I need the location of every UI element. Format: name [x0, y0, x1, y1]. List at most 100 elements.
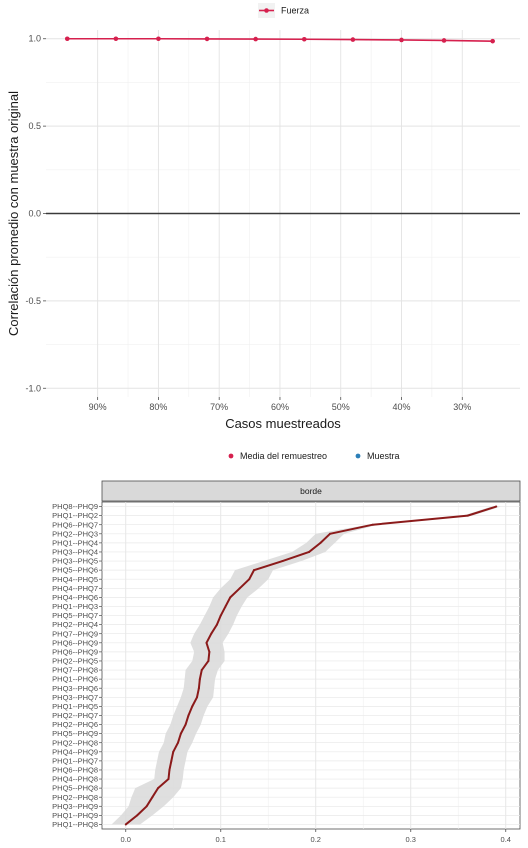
top-y-axis-ticks: 1.0 0.5 0.0 -0.5 -1.0	[25, 34, 46, 393]
resample-mean-point	[319, 541, 322, 544]
resample-mean-point	[172, 750, 175, 753]
resample-mean-point	[168, 768, 171, 771]
series-point-fuerza	[204, 36, 210, 42]
series-point-fuerza	[113, 36, 119, 42]
y-tick-label: PHQ6--PHQ9	[52, 638, 98, 647]
bottom-legend: Media del remuestreo Muestra	[228, 451, 400, 461]
series-point-fuerza	[350, 37, 356, 42]
x-tick-label: 0.1	[216, 835, 226, 844]
resample-mean-point	[219, 614, 222, 617]
resample-mean-point	[329, 532, 331, 535]
legend-label-muestra: Muestra	[367, 451, 400, 461]
top-gridlines	[46, 30, 520, 397]
resample-mean-point	[196, 696, 198, 699]
y-tick-label: PHQ3--PHQ6	[52, 684, 98, 693]
resample-mean-point	[205, 641, 208, 644]
resample-mean-point	[179, 732, 182, 735]
resample-mean-point	[200, 669, 203, 672]
top-y-axis-title: Correlación promedio con muestra origina…	[6, 91, 21, 336]
top-legend: Fuerza	[258, 3, 309, 18]
series-point-fuerza	[399, 37, 404, 43]
resample-mean-point	[177, 741, 179, 744]
resample-mean-point	[229, 596, 232, 599]
y-tick-label: PHQ6--PHQ9	[52, 647, 98, 656]
y-tick-label: PHQ4--PHQ5	[52, 575, 98, 584]
y-tick-label: PHQ1--PHQ7	[52, 756, 98, 765]
y-tick-label: PHQ4--PHQ7	[52, 584, 98, 593]
y-tick-label: PHQ3--PHQ9	[52, 802, 98, 811]
resample-mean-point	[167, 778, 170, 781]
legend-label-media-del-remuestreo: Media del remuestreo	[240, 451, 327, 461]
y-tick-label: PHQ3--PHQ4	[52, 548, 98, 557]
y-tick-label: PHQ1--PHQ5	[52, 702, 98, 711]
y-tick-label: PHQ4--PHQ8	[52, 775, 98, 784]
resample-mean-point	[281, 560, 284, 563]
x-tick-label: 0.0	[121, 835, 131, 844]
resample-mean-point	[187, 714, 190, 717]
resample-mean-point	[157, 787, 160, 790]
x-tick-label: 0.2	[311, 835, 321, 844]
x-tick-label: 70%	[210, 402, 228, 412]
y-tick-label: 0.0	[28, 209, 41, 219]
x-tick-label: 0.4	[501, 835, 511, 844]
resample-mean-point	[208, 650, 211, 653]
x-tick-label: 90%	[89, 402, 107, 412]
y-tick-label: PHQ4--PHQ9	[52, 747, 98, 756]
y-tick-label: PHQ7--PHQ8	[52, 666, 98, 675]
series-point-fuerza	[64, 36, 70, 42]
y-tick-label: PHQ1--PHQ9	[52, 811, 98, 820]
resample-mean-point	[248, 578, 251, 581]
facet-strip-label: borde	[300, 486, 322, 496]
bottom-chart: Media del remuestreo Muestra borde PHQ8--…	[52, 451, 521, 844]
y-tick-label: PHQ2--PHQ6	[52, 720, 98, 729]
x-tick-label: 30%	[453, 402, 471, 412]
legend-key-media-del-remuestreo	[228, 453, 234, 459]
series-point-fuerza	[490, 38, 495, 44]
y-tick-label: 1.0	[28, 34, 41, 44]
resample-mean-line	[125, 505, 497, 826]
y-tick-label: PHQ6--PHQ7	[52, 520, 98, 529]
resample-mean-point	[198, 678, 201, 681]
y-tick-label: PHQ5--PHQ7	[52, 611, 98, 620]
resample-mean-point	[495, 505, 498, 508]
resample-mean-point	[210, 632, 213, 635]
y-tick-label: PHQ1--PHQ6	[52, 675, 98, 684]
resample-mean-point	[136, 814, 139, 817]
y-tick-label: PHQ2--PHQ4	[52, 620, 98, 629]
y-tick-label: PHQ3--PHQ7	[52, 693, 98, 702]
y-tick-label: PHQ1--PHQ2	[52, 511, 98, 520]
y-tick-label: PHQ1--PHQ4	[52, 538, 98, 547]
facet-strip	[101, 480, 521, 502]
top-series	[64, 36, 495, 44]
bottom-confidence-band	[111, 506, 501, 825]
legend-key-muestra	[355, 453, 361, 459]
legend-label-fuerza: Fuerza	[281, 6, 309, 16]
top-x-axis-ticks: 90% 80% 70% 60% 50% 40% 30%	[89, 397, 471, 412]
y-tick-label: 0.5	[28, 121, 41, 131]
series-line-fuerza	[67, 37, 493, 42]
y-tick-label: PHQ2--PHQ8	[52, 793, 98, 802]
y-tick-label: PHQ5--PHQ6	[52, 566, 98, 575]
series-point-fuerza	[253, 36, 258, 42]
y-tick-label: PHQ5--PHQ8	[52, 784, 98, 793]
y-tick-label: PHQ6--PHQ8	[52, 766, 98, 775]
resample-mean-point	[466, 514, 469, 517]
y-tick-label: PHQ1--PHQ3	[52, 602, 98, 611]
bottom-gridlines	[102, 502, 520, 829]
y-tick-label: PHQ5--PHQ9	[52, 729, 98, 738]
resample-mean-point	[184, 723, 187, 726]
series-point-fuerza	[441, 38, 447, 43]
y-tick-label: PHQ2--PHQ7	[52, 711, 98, 720]
x-tick-label: 60%	[271, 402, 289, 412]
x-tick-label: 0.3	[406, 835, 416, 844]
resample-mean-point	[238, 587, 241, 590]
resample-band	[111, 506, 501, 825]
top-x-axis-title: Casos muestreados	[225, 416, 341, 431]
resample-mean-point	[191, 705, 194, 708]
resample-mean-point	[253, 569, 255, 572]
x-tick-label: 50%	[332, 402, 350, 412]
y-tick-label: -1.0	[25, 383, 41, 393]
series-point-fuerza	[156, 36, 161, 42]
resample-mean-point	[308, 550, 311, 553]
